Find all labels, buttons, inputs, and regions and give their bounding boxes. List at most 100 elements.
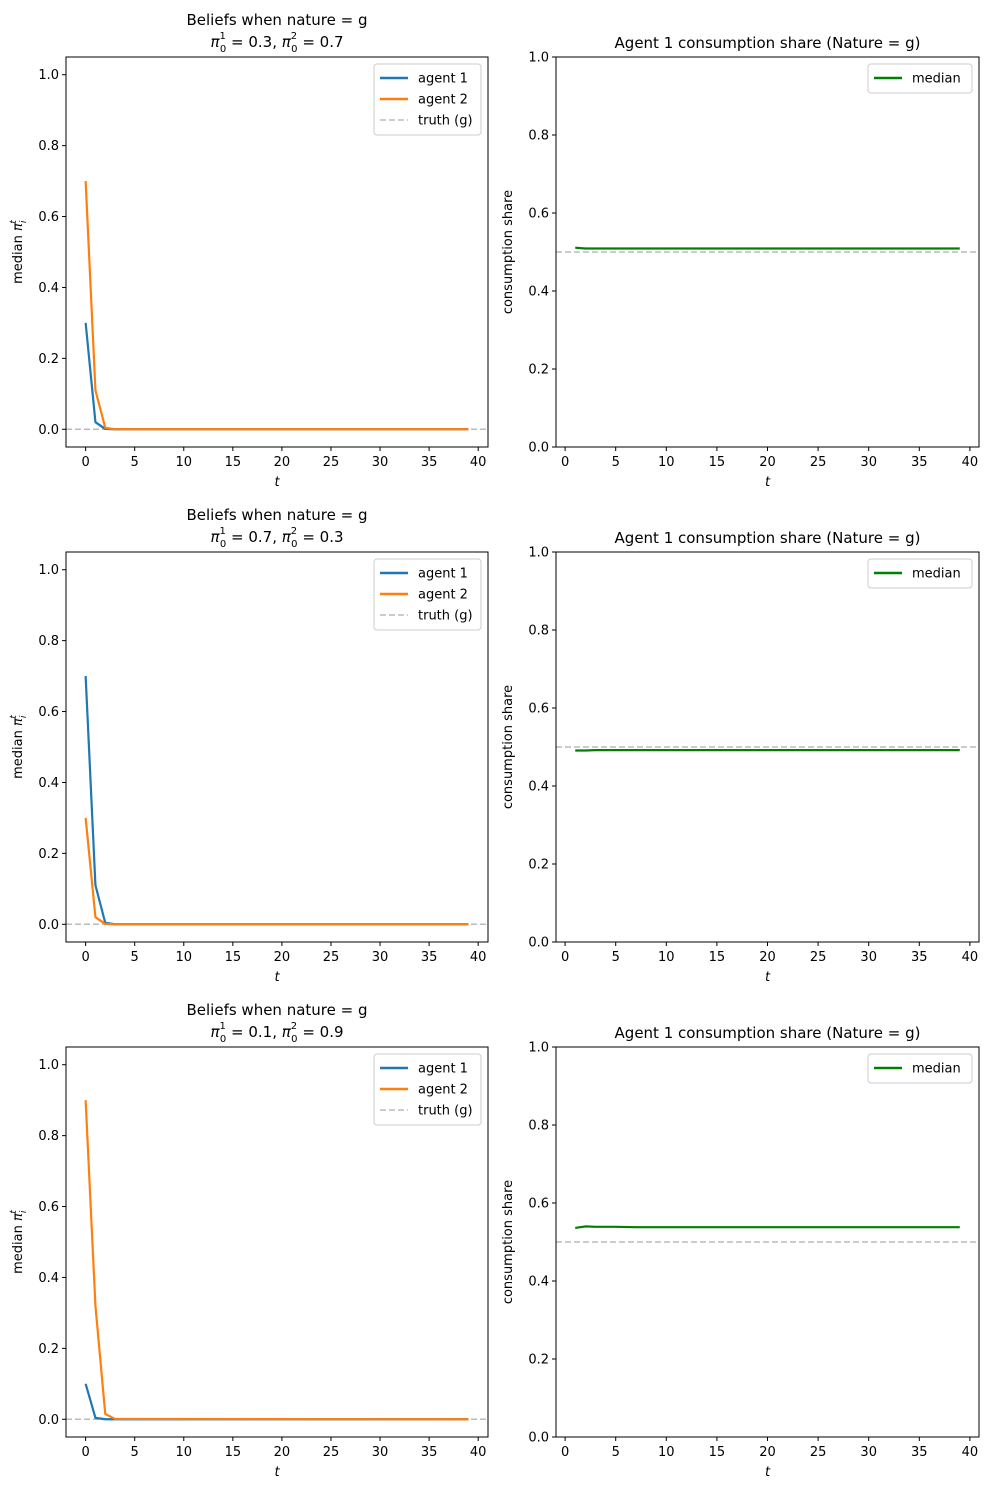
y-tick-label: 1.0 — [38, 563, 59, 578]
x-tick-label: 40 — [470, 950, 487, 965]
chart-panel-3: 0 5 10 15 20 25 30 35 40 0.0 0.2 0.4 0.6 0.8 1.0 t media… — [9, 506, 489, 985]
legend-label: median — [912, 72, 961, 87]
x-tick-label: 5 — [612, 950, 620, 965]
x-tick-label: 40 — [470, 1445, 487, 1460]
legend-box — [373, 558, 482, 631]
legend-label: truth (g) — [418, 609, 473, 624]
y-tick-label: 0.8 — [528, 624, 549, 639]
y-tick-label: 1.0 — [528, 1041, 549, 1056]
x-tick-label: 0 — [81, 1445, 89, 1460]
x-tick-label: 30 — [860, 455, 877, 470]
x-tick-label: 5 — [131, 455, 139, 470]
y-tick-label: 0.6 — [38, 210, 59, 225]
x-tick-label: 0 — [81, 455, 89, 470]
x-tick-label: 35 — [421, 455, 438, 470]
chart-title: Beliefs when nature = g — [186, 1001, 367, 1019]
y-tick-label: 0.4 — [528, 1275, 549, 1290]
legend: median — [867, 1053, 973, 1084]
legend: median — [867, 558, 973, 589]
y-tick-label: 0.2 — [38, 352, 59, 367]
chart-subtitle: π1 0 = 0.3, π2 0 = 0.7 — [210, 31, 343, 55]
legend: agent 1 agent 2 truth (g) — [373, 1053, 482, 1126]
y-tick-label: 0.6 — [528, 207, 549, 222]
y-tick-label: 0.8 — [38, 139, 59, 154]
y-axis-label: median πit — [9, 715, 29, 779]
y-tick-label: 0.8 — [528, 129, 549, 144]
chart-title: Agent 1 consumption share (Nature = g) — [615, 34, 921, 52]
axes-frame — [65, 56, 489, 448]
x-tick-label: 35 — [911, 455, 928, 470]
x-tick-label: 0 — [81, 950, 89, 965]
legend-box — [867, 63, 973, 94]
x-axis-label: t — [765, 1465, 771, 1480]
x-tick-label: 15 — [225, 1445, 242, 1460]
chart-title: Agent 1 consumption share (Nature = g) — [615, 529, 921, 547]
legend-label: agent 2 — [418, 588, 468, 603]
y-axis-label: consumption share — [501, 1180, 516, 1304]
x-axis-label: t — [765, 970, 771, 985]
chart-title: Agent 1 consumption share (Nature = g) — [615, 1024, 921, 1042]
y-tick-label: 1.0 — [528, 51, 549, 66]
legend-label: agent 1 — [418, 1062, 468, 1077]
chart-panel-4: 0 5 10 15 20 25 30 35 40 0.0 0.2 0.4 0.6 0.8 1.0 t consu… — [501, 529, 980, 985]
y-tick-label: 0.2 — [38, 1342, 59, 1357]
legend: agent 1 agent 2 truth (g) — [373, 63, 482, 136]
x-tick-label: 30 — [860, 1445, 877, 1460]
x-tick-label: 15 — [225, 455, 242, 470]
x-tick-label: 0 — [561, 950, 569, 965]
y-tick-label: 0.4 — [528, 285, 549, 300]
x-tick-label: 35 — [911, 1445, 928, 1460]
legend-label: agent 1 — [418, 72, 468, 87]
series-line-median — [575, 246, 960, 250]
x-tick-label: 5 — [131, 950, 139, 965]
y-axis-label: median πit — [9, 220, 29, 284]
legend-label: truth (g) — [418, 114, 473, 129]
x-tick-label: 5 — [131, 1445, 139, 1460]
x-tick-label: 10 — [658, 1445, 675, 1460]
y-tick-label: 0.0 — [38, 918, 59, 933]
x-tick-label: 30 — [372, 1445, 389, 1460]
x-tick-label: 20 — [274, 950, 291, 965]
y-tick-label: 0.0 — [528, 1431, 549, 1446]
axes-frame — [65, 1046, 489, 1438]
x-tick-label: 5 — [612, 455, 620, 470]
series-line-agent-2 — [84, 181, 469, 431]
legend-label: median — [912, 567, 961, 582]
y-tick-label: 0.0 — [528, 936, 549, 951]
x-tick-label: 25 — [810, 1445, 827, 1460]
x-tick-label: 25 — [810, 950, 827, 965]
x-tick-label: 40 — [962, 455, 979, 470]
legend-box — [867, 1053, 973, 1084]
y-tick-label: 1.0 — [38, 68, 59, 83]
x-tick-label: 15 — [225, 950, 242, 965]
x-tick-label: 0 — [561, 455, 569, 470]
x-tick-label: 25 — [323, 455, 340, 470]
legend-label: agent 2 — [418, 93, 468, 108]
chart-panel-1: 0 5 10 15 20 25 30 35 40 0.0 0.2 0.4 0.6 0.8 1.0 t media… — [9, 11, 489, 490]
x-tick-label: 0 — [561, 1445, 569, 1460]
x-tick-label: 20 — [759, 1445, 776, 1460]
y-tick-label: 0.2 — [38, 847, 59, 862]
y-tick-label: 0.8 — [38, 1129, 59, 1144]
x-axis-label: t — [274, 475, 280, 490]
legend-box — [867, 558, 973, 589]
x-tick-label: 20 — [759, 950, 776, 965]
x-tick-label: 10 — [658, 950, 675, 965]
y-tick-label: 0.4 — [38, 1271, 59, 1286]
chart-subtitle: π1 0 = 0.7, π2 0 = 0.3 — [210, 526, 343, 550]
y-tick-label: 0.0 — [38, 1413, 59, 1428]
x-tick-label: 35 — [911, 950, 928, 965]
y-tick-label: 1.0 — [528, 546, 549, 561]
y-tick-label: 0.2 — [528, 363, 549, 378]
chart-subtitle: π1 0 = 0.1, π2 0 = 0.9 — [210, 1021, 343, 1045]
x-tick-label: 25 — [323, 950, 340, 965]
x-tick-label: 30 — [372, 950, 389, 965]
x-tick-label: 10 — [175, 455, 192, 470]
chart-panel-6: 0 5 10 15 20 25 30 35 40 0.0 0.2 0.4 0.6 0.8 1.0 t consu… — [501, 1024, 980, 1480]
legend-label: agent 2 — [418, 1083, 468, 1098]
series-line-agent-2 — [84, 1100, 469, 1421]
y-tick-label: 0.4 — [528, 780, 549, 795]
x-tick-label: 20 — [274, 455, 291, 470]
legend-box — [373, 63, 482, 136]
